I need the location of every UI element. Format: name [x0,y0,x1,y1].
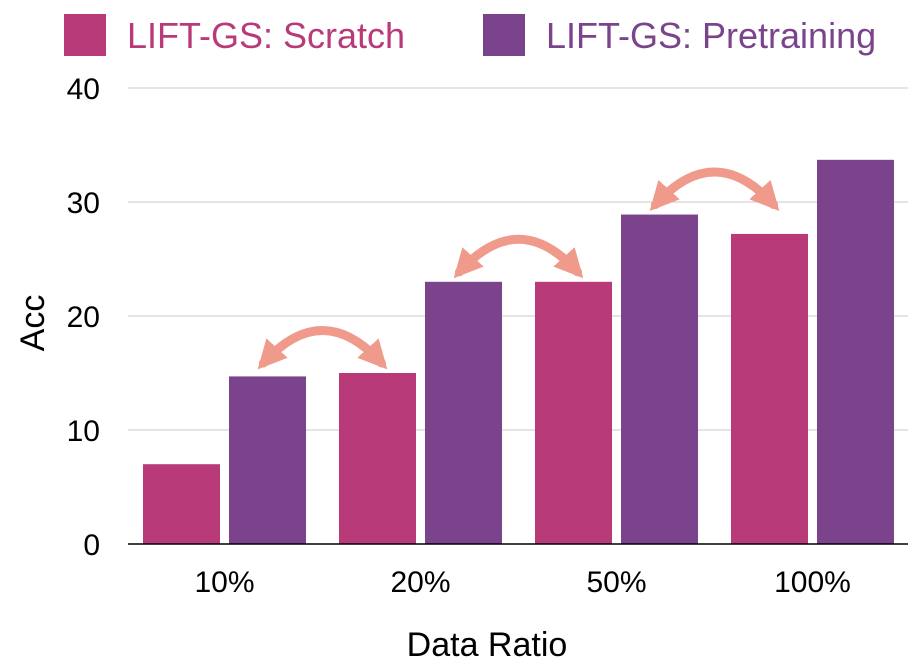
bar-pretraining-10pct [229,376,306,544]
bars [143,159,894,545]
bar-pretraining-50pct [621,214,698,545]
axes: 0 10 20 30 40 10% 20% 50% 100% Data Ratio Acc [14,73,908,664]
comparison-arrow-1 [257,326,388,370]
x-tick-label: 10% [194,566,254,599]
x-tick-label: 100% [774,566,851,599]
comparison-arrow-2 [453,234,584,279]
y-tick-label: 30 [67,187,100,220]
y-tick-label: 20 [67,301,100,334]
legend-label-1: LIFT-GS: Scratch [127,15,405,56]
bar-scratch-20pct [339,373,416,544]
legend: LIFT-GS: Scratch LIFT-GS: Pretraining [64,14,876,56]
x-tick-label: 50% [586,566,646,599]
bar-scratch-10pct [143,464,220,544]
bar-scratch-50pct [535,281,612,544]
x-axis-title: Data Ratio [407,626,568,664]
bar-pretraining-20pct [425,281,502,544]
legend-swatch-1 [64,14,106,56]
y-tick-label: 40 [67,73,100,106]
x-tick-label: 20% [390,566,450,599]
y-tick-label: 10 [67,415,100,448]
y-axis-title: Acc [14,295,52,352]
y-tick-label: 0 [83,529,100,562]
legend-swatch-2 [483,14,525,56]
comparison-arrows [257,167,780,370]
bar-scratch-100pct [731,233,808,545]
comparison-arrow-3 [649,167,780,211]
legend-label-2: LIFT-GS: Pretraining [546,15,876,56]
bar-pretraining-100pct [817,159,894,544]
